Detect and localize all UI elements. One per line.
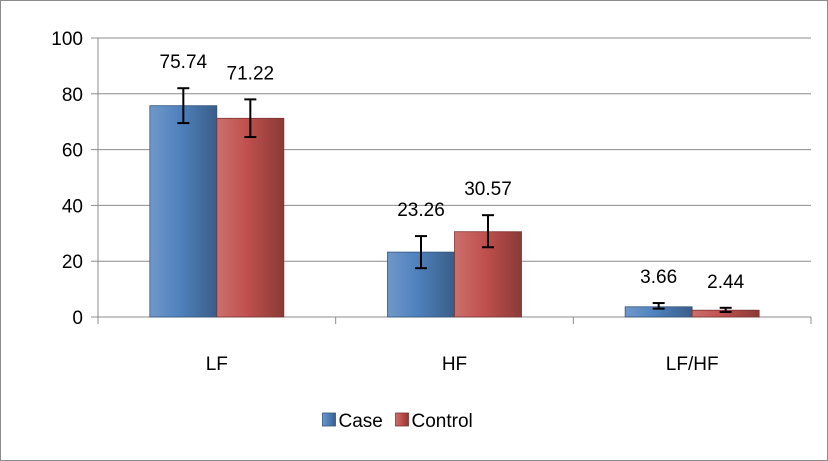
legend-label: Control: [412, 411, 473, 432]
data-label: 71.22: [227, 63, 275, 84]
x-tick-labels: LF HF LF/HF: [206, 354, 719, 375]
legend-swatch: [322, 412, 336, 427]
y-tick-label: 60: [62, 141, 83, 162]
bar-case-lf: [149, 105, 218, 318]
legend-item-control: Control: [395, 411, 473, 432]
error-bars: [177, 87, 732, 313]
legend: Case Control: [322, 411, 473, 432]
x-tick-label: LF/HF: [666, 354, 719, 375]
data-label: 23.26: [397, 200, 445, 221]
data-label: 2.44: [707, 272, 744, 293]
legend-item-case: Case: [322, 411, 383, 432]
y-tick-label: 100: [51, 29, 83, 50]
legend-swatch: [395, 412, 409, 427]
data-label: 3.66: [640, 267, 677, 288]
data-label: 30.57: [464, 179, 512, 200]
error-bar: [177, 87, 190, 125]
error-bar: [652, 302, 665, 310]
bar-control-lf: [216, 117, 285, 318]
error-bar: [244, 98, 257, 139]
y-tick-label: 20: [62, 252, 83, 273]
data-label: 75.74: [160, 52, 208, 73]
error-bar: [719, 306, 732, 313]
error-bar: [482, 214, 494, 249]
bars: [149, 105, 760, 318]
data-labels: 75.74 71.22 23.26 30.57 3.66 2.44: [160, 52, 745, 293]
y-tick-labels: 0 20 40 60 80 100: [51, 29, 83, 329]
y-tick-label: 80: [62, 85, 83, 106]
y-tick-label: 40: [62, 196, 83, 217]
legend-label: Case: [339, 411, 383, 432]
y-tick-label: 0: [72, 308, 83, 329]
x-tick-label: HF: [442, 354, 467, 375]
x-tick-label: LF: [206, 354, 228, 375]
error-bar: [415, 235, 427, 270]
